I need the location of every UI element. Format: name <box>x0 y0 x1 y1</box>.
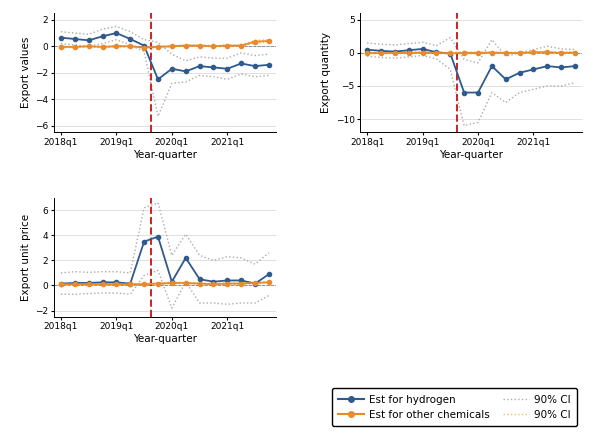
Y-axis label: Export quantity: Export quantity <box>322 32 331 113</box>
X-axis label: Year-quarter: Year-quarter <box>133 334 197 344</box>
Legend: Est for hydrogen, Est for other chemicals, 90% CI, 90% CI: Est for hydrogen, Est for other chemical… <box>332 388 577 426</box>
X-axis label: Year-quarter: Year-quarter <box>133 150 197 160</box>
X-axis label: Year-quarter: Year-quarter <box>439 150 503 160</box>
Y-axis label: Export unit price: Export unit price <box>21 214 31 301</box>
Y-axis label: Export values: Export values <box>21 37 31 108</box>
